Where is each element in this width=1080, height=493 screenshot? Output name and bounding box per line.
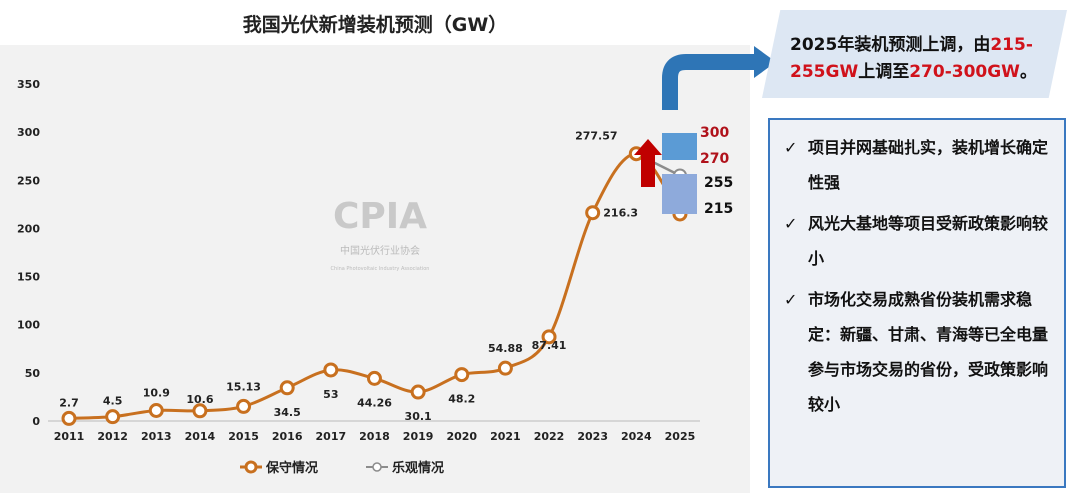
data-label: 44.26 [357,396,392,409]
legend-optimistic-label: 乐观情况 [392,460,444,476]
data-label: 87.41 [532,339,567,352]
data-label: 15.13 [226,380,261,393]
x-tick-label: 2025 [665,430,696,443]
conservative-point [497,360,513,376]
range-label: 300 [700,125,729,141]
conservative-point [366,370,382,386]
watermark-english: China Photovoltaic Industry Association [331,266,430,272]
bullet-text: 项目并网基础扎实，装机增长确定性强 [808,138,1049,192]
bullet-text: 市场化交易成熟省份装机需求稳定：新疆、甘肃、青海等已全电量参与市场交易的省份，受… [808,290,1049,414]
x-tick-label: 2016 [272,430,303,443]
conservative-point [279,380,295,396]
conservative-point [236,398,252,414]
data-label: 4.5 [103,395,123,408]
watermark-logo: CPIA [333,196,427,237]
x-tick-label: 2024 [621,430,652,443]
conservative-point [323,362,339,378]
x-tick-label: 2022 [534,430,565,443]
bullet-item: ✓ 市场化交易成熟省份装机需求稳定：新疆、甘肃、青海等已全电量参与市场交易的省份，… [784,282,1056,422]
data-label: 277.57 [575,130,617,143]
chart-title: 我国光伏新增装机预测（GW） [242,14,508,36]
conservative-point [192,403,208,419]
callout-text: 2025年装机预测上调，由215-255GW上调至270-300GW。 [790,32,1060,86]
conservative-point [541,329,557,345]
data-label: 10.6 [186,393,213,406]
bullet-item: ✓ 风光大基地等项目受新政策影响较小 [784,206,1056,276]
y-tick-label: 350 [17,78,40,91]
x-tick-label: 2015 [228,430,259,443]
range-label: 215 [704,201,733,217]
data-label: 34.5 [274,406,301,419]
bullet-item: ✓ 项目并网基础扎实，装机增长确定性强 [784,130,1056,200]
x-tick-label: 2014 [185,430,216,443]
chart-panel [0,45,750,493]
bullet-text: 风光大基地等项目受新政策影响较小 [808,214,1049,268]
old-range-box [662,174,697,214]
data-label: 2.7 [59,396,79,409]
y-tick-label: 50 [25,367,41,380]
arrowhead-icon [754,46,776,78]
up-arrow-icon [634,139,662,187]
x-tick-label: 2020 [446,430,477,443]
data-label: 216.3 [603,207,638,220]
x-tick-label: 2018 [359,430,390,443]
watermark-name: 中国光伏行业协会 [340,244,420,257]
legend-conservative-label: 保守情况 [265,460,318,476]
new-range-box [662,133,697,160]
curved-arrow-icon [662,54,756,110]
y-tick-label: 100 [17,319,40,332]
check-icon: ✓ [784,214,798,233]
x-tick-label: 2012 [97,430,128,443]
conservative-point [585,205,601,221]
callout-part: 2025年装机预测上调，由 [790,35,991,55]
y-tick-label: 300 [17,126,40,139]
new-range-text: 270-300GW [909,62,1020,82]
callout-box [762,10,1067,98]
range-label: 270 [700,151,729,167]
callout-part: 上调至 [858,62,910,82]
x-tick-label: 2021 [490,430,521,443]
data-label: 10.9 [143,387,170,400]
data-label: 54.88 [488,342,523,355]
conservative-point [454,367,470,383]
check-icon: ✓ [784,290,798,309]
data-label: 30.1 [405,410,432,423]
bullet-list: ✓ 项目并网基础扎实，装机增长确定性强 ✓ 风光大基地等项目受新政策影响较小 ✓ 市场… [768,118,1066,488]
y-tick-label: 250 [17,174,40,187]
conservative-point [410,384,426,400]
x-tick-label: 2023 [577,430,608,443]
conservative-point [105,409,121,425]
y-tick-label: 200 [17,222,40,235]
data-label: 53 [323,388,338,401]
y-tick-label: 0 [32,415,40,428]
x-tick-label: 2011 [54,430,85,443]
legend-optimistic-marker [372,462,382,472]
conservative-point [61,410,77,426]
x-tick-label: 2019 [403,430,434,443]
x-tick-label: 2017 [316,430,347,443]
x-tick-label: 2013 [141,430,172,443]
callout-part: 。 [1019,62,1037,82]
y-tick-label: 150 [17,271,40,284]
legend-conservative-marker [244,460,258,474]
check-icon: ✓ [784,138,798,157]
old-range-text: 215-255GW [790,35,1033,82]
conservative-point [148,403,164,419]
data-label: 48.2 [448,393,475,406]
range-label: 255 [704,175,733,191]
